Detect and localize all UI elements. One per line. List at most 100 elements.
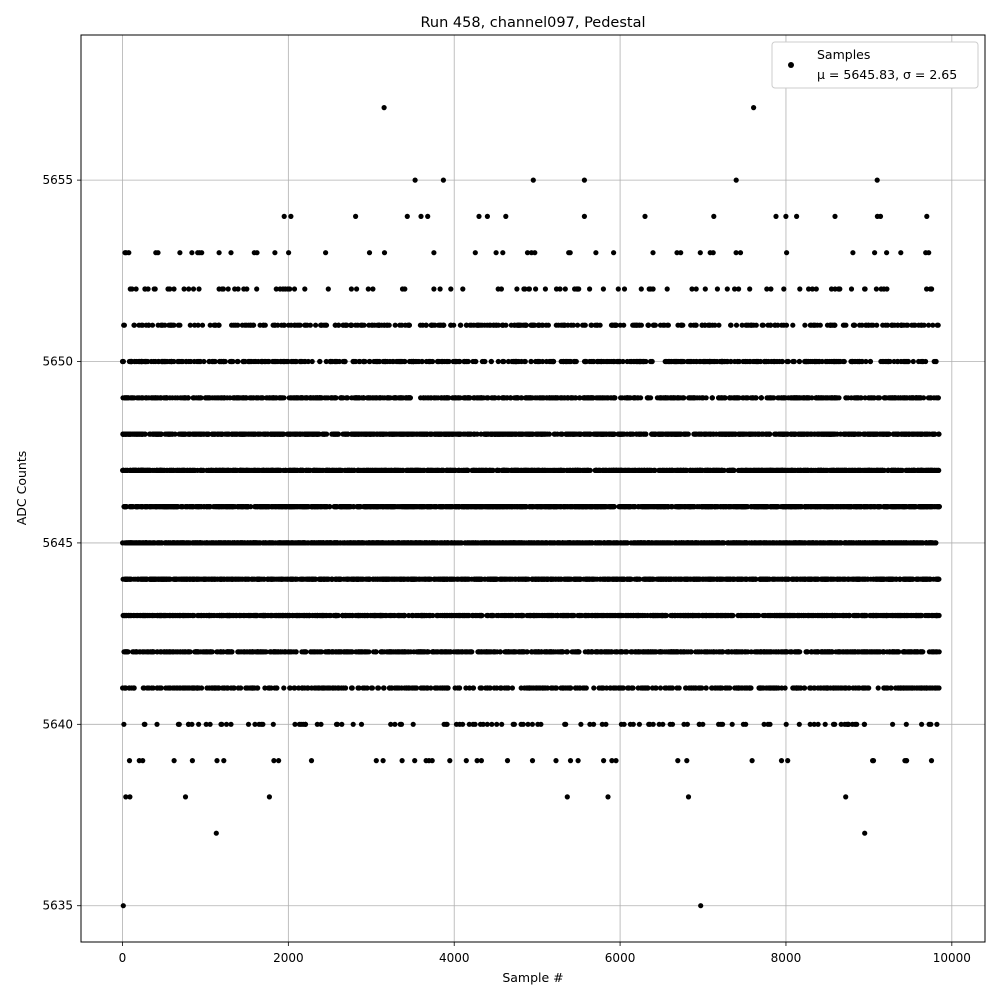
- data-point: [518, 685, 524, 691]
- data-point: [386, 685, 393, 691]
- data-points: [119, 105, 943, 909]
- data-point: [645, 649, 651, 655]
- data-point: [207, 576, 213, 582]
- data-point: [559, 649, 565, 655]
- data-point: [609, 758, 615, 764]
- data-point: [478, 612, 485, 619]
- data-point: [268, 685, 274, 691]
- data-point: [426, 576, 432, 582]
- data-point: [815, 721, 821, 727]
- data-point: [143, 649, 149, 655]
- data-point: [873, 540, 879, 546]
- data-point: [635, 685, 641, 691]
- data-point: [713, 649, 720, 655]
- data-point: [669, 685, 676, 691]
- data-point: [454, 576, 461, 582]
- data-point: [358, 721, 365, 727]
- data-point: [835, 649, 841, 655]
- data-point: [807, 721, 813, 727]
- data-point: [126, 758, 133, 764]
- data-point: [401, 540, 408, 546]
- data-point: [928, 758, 935, 764]
- data-point: [515, 612, 522, 619]
- data-point: [558, 612, 564, 619]
- data-point: [396, 649, 402, 655]
- data-point: [761, 721, 767, 727]
- data-point: [318, 721, 324, 727]
- data-point: [140, 576, 146, 582]
- data-point: [303, 649, 309, 655]
- data-point: [221, 685, 227, 691]
- data-point: [498, 576, 504, 582]
- data-point: [122, 576, 128, 582]
- data-point: [373, 649, 379, 655]
- data-point: [270, 721, 276, 727]
- data-point: [548, 612, 554, 619]
- data-point: [357, 649, 363, 655]
- data-point: [435, 685, 441, 691]
- data-point: [808, 685, 814, 691]
- data-point: [599, 721, 605, 727]
- data-point: [331, 612, 337, 619]
- data-point: [439, 685, 445, 691]
- data-point: [225, 612, 231, 619]
- data-point: [302, 721, 308, 727]
- data-point: [926, 649, 933, 655]
- data-point: [890, 649, 896, 655]
- data-point: [718, 576, 724, 582]
- data-point: [575, 758, 581, 764]
- data-point: [571, 576, 577, 582]
- data-point: [136, 612, 142, 619]
- data-point: [291, 649, 297, 655]
- data-point: [472, 612, 478, 619]
- data-point: [646, 576, 652, 582]
- data-point: [495, 612, 501, 619]
- data-point: [714, 612, 720, 619]
- data-point: [623, 612, 629, 619]
- data-point: [529, 721, 536, 727]
- data-point: [725, 649, 732, 655]
- data-point: [812, 685, 818, 691]
- data-point: [364, 649, 370, 655]
- data-point: [562, 721, 568, 727]
- data-point: [279, 612, 285, 619]
- data-point: [924, 685, 930, 691]
- data-point: [553, 576, 560, 582]
- data-point: [773, 649, 779, 655]
- data-point: [591, 721, 597, 727]
- data-point: [338, 685, 344, 691]
- data-point: [728, 540, 735, 546]
- data-point: [373, 758, 379, 764]
- data-point: [452, 612, 458, 619]
- data-point: [171, 758, 177, 764]
- data-point: [587, 721, 593, 727]
- data-point: [350, 721, 356, 727]
- data-point: [276, 758, 282, 764]
- data-point: [378, 649, 384, 655]
- data-point: [673, 576, 679, 582]
- data-point: [653, 685, 659, 691]
- data-point: [466, 721, 472, 727]
- data-point: [529, 685, 535, 691]
- data-point: [925, 612, 931, 619]
- data-point: [368, 612, 374, 619]
- data-point: [870, 758, 877, 764]
- data-point: [453, 649, 459, 655]
- data-point: [172, 576, 178, 582]
- data-point: [809, 649, 815, 655]
- data-point: [604, 685, 610, 691]
- data-point: [340, 612, 346, 619]
- data-point: [135, 576, 141, 582]
- data-point: [397, 576, 403, 582]
- data-point: [888, 685, 894, 691]
- data-point: [605, 794, 611, 800]
- data-point: [729, 576, 736, 582]
- data-point: [689, 612, 696, 619]
- data-point: [846, 612, 852, 619]
- data-point: [308, 758, 315, 764]
- data-point: [703, 612, 709, 619]
- data-point: [866, 649, 872, 655]
- data-point: [567, 685, 573, 691]
- data-point: [917, 685, 923, 691]
- data-point: [653, 649, 659, 655]
